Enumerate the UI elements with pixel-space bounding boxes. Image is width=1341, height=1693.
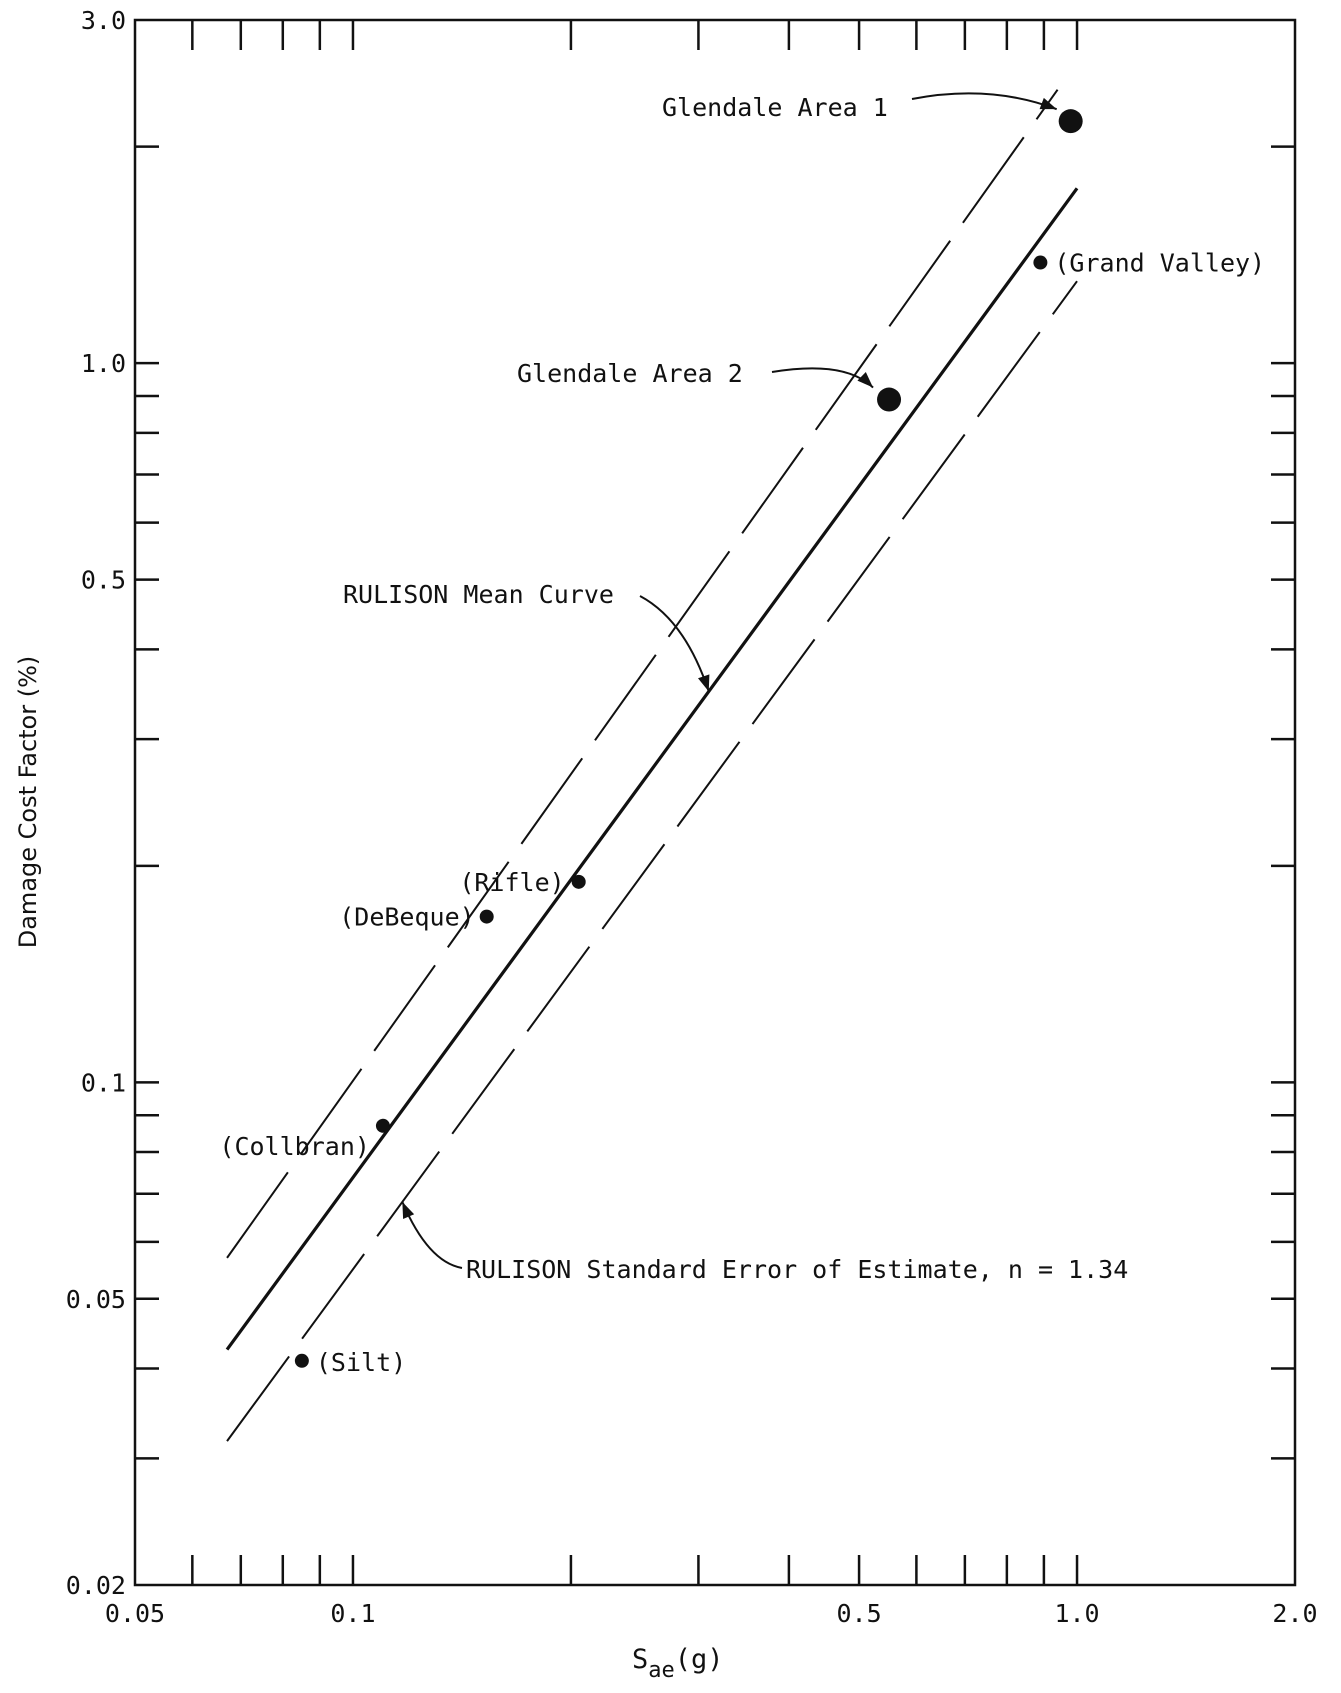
annotation-arrows — [401, 92, 1058, 1269]
data-points — [294, 109, 1083, 1368]
point-label: (DeBeque) — [339, 903, 474, 932]
arrow-mean-curve — [639, 595, 710, 692]
point-label: (Grand Valley) — [1054, 249, 1265, 278]
point-label: (Silt) — [316, 1348, 406, 1377]
data-point — [479, 909, 494, 924]
mean-curve-line — [225, 187, 1079, 1351]
x-tick-label: 0.5 — [836, 1599, 881, 1628]
y-tick-label: 3.0 — [81, 6, 126, 35]
data-point — [375, 1118, 390, 1133]
x-tick-label: 2.0 — [1272, 1599, 1317, 1628]
x-axis-title-sub: ae — [648, 1658, 675, 1683]
annotation-glendale-1: Glendale Area 1 — [662, 93, 888, 122]
annotation-mean-curve: RULISON Mean Curve — [343, 580, 614, 609]
plot-frame — [133, 18, 1297, 1587]
x-tick-label: 1.0 — [1054, 1599, 1099, 1628]
y-tick-label: 0.05 — [66, 1285, 126, 1314]
y-tick-label: 1.0 — [81, 349, 126, 378]
y-tick-labels: 0.02 0.05 0.1 0.5 1.0 3.0 — [66, 6, 126, 1600]
data-point — [1033, 255, 1048, 270]
std-error-line-2 — [226, 280, 1078, 1442]
y-tick-label: 0.5 — [81, 566, 126, 595]
fit-lines — [225, 89, 1079, 1442]
point-label: (Collbran) — [219, 1132, 370, 1161]
x-tick-label: 0.05 — [105, 1599, 165, 1628]
x-axis-title-main: S — [632, 1644, 648, 1675]
y-axis-title: Damage Cost Factor (%) — [14, 656, 42, 949]
point-label: (Rifle) — [459, 868, 564, 897]
annotation-std-error: RULISON Standard Error of Estimate, n = … — [466, 1255, 1128, 1284]
x-tick-labels: 0.05 0.1 0.5 1.0 2.0 — [105, 1599, 1318, 1628]
x-axis-title-unit: (g) — [675, 1644, 724, 1675]
arrow-std-error-head — [402, 1201, 415, 1219]
x-axis-title: Sae(g) — [632, 1644, 724, 1683]
data-point — [877, 387, 902, 412]
annotation-glendale-2: Glendale Area 2 — [517, 359, 743, 388]
y-tick-label: 0.02 — [66, 1571, 126, 1600]
data-point — [1058, 109, 1083, 134]
data-point — [294, 1353, 309, 1368]
arrow-glendale-1-head — [1039, 97, 1057, 110]
y-tick-label: 0.1 — [81, 1068, 126, 1097]
x-tick-label: 0.1 — [330, 1599, 375, 1628]
std-error-line-1 — [226, 89, 1059, 1259]
point-labels: (Grand Valley) (Rifle) (DeBeque) (Collbran)… — [219, 249, 1265, 1377]
arrow-mean-curve-head — [698, 674, 710, 692]
tick-marks — [135, 20, 1295, 1585]
arrow-glendale-2-head — [857, 372, 874, 388]
arrow-glendale-1 — [911, 92, 1058, 111]
data-point — [571, 874, 586, 889]
